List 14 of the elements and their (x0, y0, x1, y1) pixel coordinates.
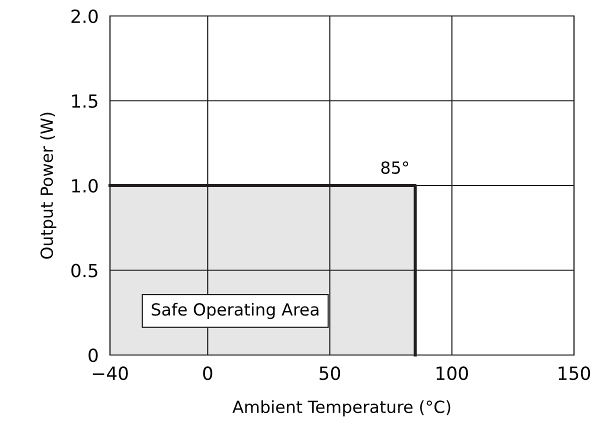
x-tick-label: 50 (320, 366, 340, 380)
x-tick-label: 150 (558, 366, 590, 380)
x-tick-label: 0 (203, 366, 212, 380)
x-axis-title: Ambient Temperature (°C) (232, 400, 450, 416)
x-tick-label: −40 (92, 366, 128, 380)
annotation: 85° (381, 161, 408, 174)
y-tick-label: 1.0 (72, 178, 98, 193)
y-axis-title: Output Power (W) (40, 112, 56, 259)
x-tick-label: 100 (436, 366, 468, 380)
y-tick-label: 2.0 (72, 9, 98, 24)
y-tick-label: 0.5 (71, 264, 98, 278)
annotation: Safe Operating Area (152, 302, 318, 319)
y-tick-label: 1.5 (72, 94, 98, 108)
y-tick-label: 0 (88, 348, 98, 362)
